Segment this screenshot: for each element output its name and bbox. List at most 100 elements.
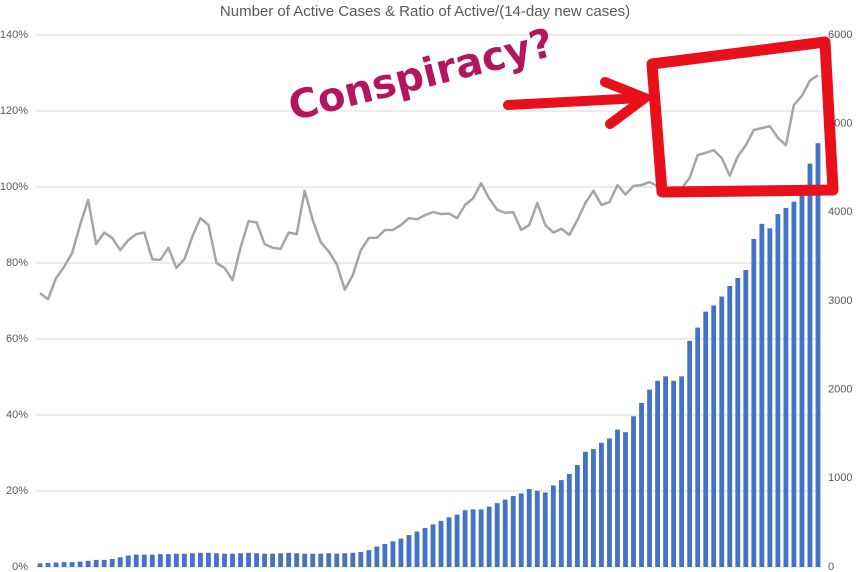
bar	[53, 562, 59, 567]
bar	[574, 465, 580, 567]
bar	[438, 520, 444, 567]
bar	[390, 541, 396, 567]
bar	[815, 143, 821, 567]
bar	[214, 553, 219, 567]
bar	[366, 550, 372, 567]
bar	[542, 492, 548, 567]
bar	[358, 551, 364, 567]
bar	[663, 376, 669, 567]
chart-title: Number of Active Cases & Ratio of Active…	[220, 3, 630, 20]
bar	[246, 552, 251, 567]
bar	[262, 553, 267, 567]
y-tick-label: 100%	[0, 181, 28, 193]
bar	[526, 488, 532, 567]
bar	[727, 285, 733, 567]
bar	[77, 561, 83, 567]
y-tick-label: 40%	[6, 409, 28, 421]
bar	[238, 553, 243, 567]
bar	[751, 238, 757, 567]
bar	[406, 535, 412, 567]
bar	[582, 451, 588, 567]
bar	[149, 554, 155, 567]
y-tick-label: 0%	[12, 561, 28, 572]
bar	[534, 490, 540, 567]
bar	[558, 480, 564, 567]
bar	[117, 557, 123, 567]
bar	[382, 543, 388, 567]
y2-tick-label: 4000	[828, 206, 852, 218]
bar	[470, 509, 476, 567]
bar	[181, 553, 187, 567]
bar	[230, 553, 235, 567]
y2-tick-label: 3000	[828, 295, 852, 307]
bar	[45, 563, 51, 567]
bar	[206, 552, 211, 567]
bar	[198, 552, 203, 567]
bar	[422, 527, 428, 567]
bar	[286, 552, 292, 567]
y-tick-label: 20%	[6, 485, 28, 497]
bar	[173, 553, 179, 567]
bar	[687, 340, 693, 567]
bar	[695, 327, 701, 567]
bar	[639, 402, 644, 567]
bar	[775, 214, 781, 567]
bar	[430, 524, 436, 567]
bar	[631, 416, 636, 567]
bar	[767, 228, 773, 567]
y-tick-label: 60%	[6, 333, 28, 345]
bar	[222, 553, 227, 567]
annotation: Conspiracy?	[284, 20, 839, 198]
bar	[510, 496, 516, 567]
bar	[599, 442, 604, 567]
bar	[462, 510, 468, 567]
bar	[326, 553, 332, 567]
bar	[350, 552, 356, 567]
plot-area: 0% 20% 40% 60% 80% 100% 120% 140% 0 1000 2000 3000 4…	[0, 29, 852, 572]
bar	[342, 553, 348, 567]
bar	[101, 559, 107, 567]
bar	[294, 553, 300, 567]
bar	[302, 553, 308, 567]
y2-tick-label: 1000	[828, 472, 852, 484]
annotation-text: Conspiracy?	[284, 20, 558, 130]
bar	[607, 438, 612, 567]
bar	[711, 305, 717, 567]
bar	[759, 223, 765, 568]
bar	[334, 553, 340, 567]
arrow	[503, 77, 656, 129]
bar	[502, 499, 508, 567]
bar	[254, 553, 259, 567]
bar	[374, 546, 380, 567]
bar	[647, 389, 652, 567]
bar	[703, 311, 709, 567]
bar	[566, 473, 572, 567]
bar	[623, 432, 628, 567]
bar	[310, 553, 316, 567]
bar	[454, 514, 460, 567]
y-tick-label: 80%	[6, 257, 28, 269]
bar	[278, 553, 284, 567]
bar	[141, 554, 147, 567]
bar	[69, 562, 75, 567]
bar	[125, 555, 131, 567]
bar	[157, 554, 163, 567]
y-tick-label: 140%	[0, 29, 28, 41]
bar	[671, 380, 677, 567]
bar	[735, 277, 741, 567]
y2-tick-label: 6000	[828, 29, 852, 41]
highlight-box	[646, 36, 839, 198]
bar	[189, 553, 195, 567]
bar	[446, 517, 452, 567]
bar	[165, 554, 171, 567]
bar	[799, 190, 805, 567]
bar	[486, 506, 492, 567]
bar	[655, 380, 660, 567]
bar	[719, 296, 725, 567]
bar	[61, 562, 67, 567]
bar	[85, 560, 91, 567]
bar	[318, 553, 324, 567]
y2-tick-label: 5000	[828, 118, 852, 130]
bar	[550, 485, 556, 567]
bar	[783, 207, 789, 567]
